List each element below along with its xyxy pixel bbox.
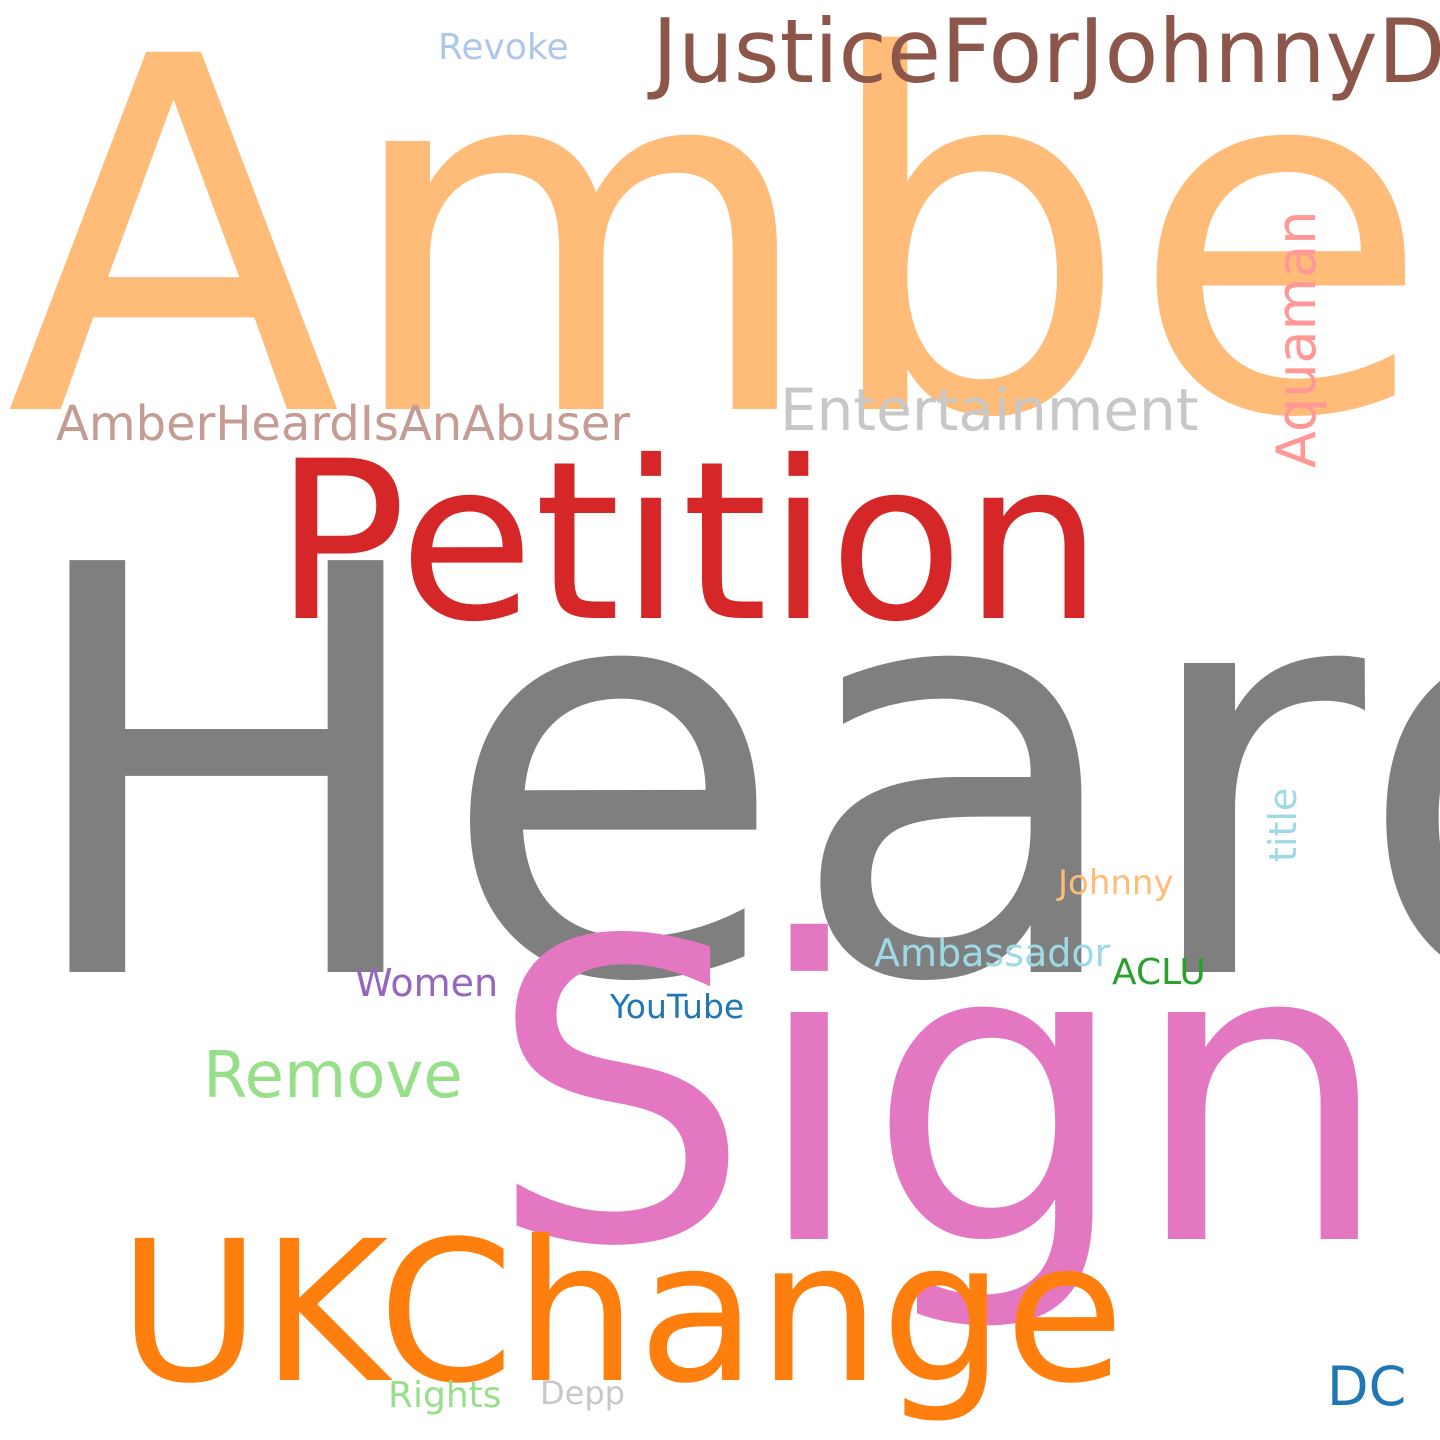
word-amber: Amber [6, 0, 1440, 525]
word-dc: DC [1327, 1355, 1407, 1418]
word-title: title [1261, 787, 1305, 862]
word-revoke: Revoke [438, 27, 569, 68]
word-youtube: YouTube [610, 987, 745, 1026]
word-amber-heard-is-an-abuser: AmberHeardIsAnAbuser [56, 396, 631, 452]
word-aquaman: Aquaman [1265, 210, 1328, 468]
word-justice-for-johnny-depp: JusticeForJohnnyDepp [652, 0, 1440, 103]
word-aclu: ACLU [1112, 952, 1206, 993]
word-entertainment: Entertainment [780, 376, 1199, 444]
word-ukchange: UKChange [118, 1199, 1125, 1426]
word-johnny: Johnny [1058, 863, 1174, 903]
word-sign: Sign [488, 854, 1394, 1337]
word-heard: Heard [14, 449, 1440, 1106]
word-petition: Petition [274, 414, 1103, 670]
word-rights: Rights [388, 1375, 502, 1416]
word-women: Women [355, 961, 499, 1005]
word-depp: Depp [540, 1374, 625, 1412]
word-remove: Remove [203, 1039, 463, 1113]
word-ambassador: Ambassador [874, 931, 1111, 975]
